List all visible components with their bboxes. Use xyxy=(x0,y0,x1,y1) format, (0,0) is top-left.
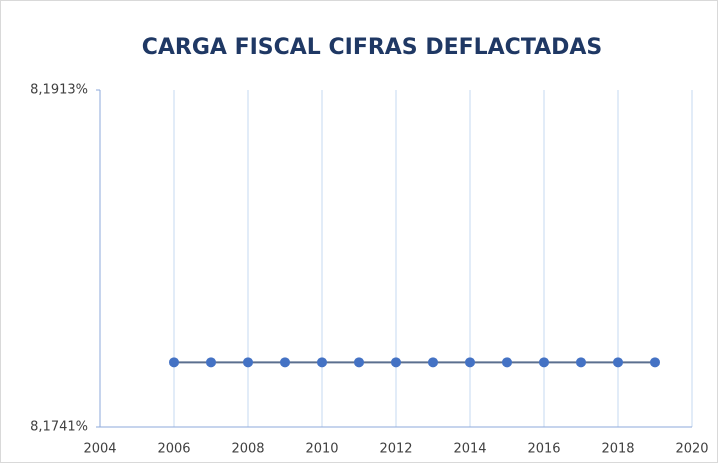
data-point xyxy=(428,357,438,368)
data-point xyxy=(465,357,475,368)
data-point xyxy=(391,357,401,368)
data-point xyxy=(576,357,586,368)
x-tick-label: 2010 xyxy=(305,442,338,457)
x-tick-label: 2008 xyxy=(231,442,264,457)
data-point xyxy=(502,357,512,368)
data-point xyxy=(206,357,216,368)
x-tick-label: 2004 xyxy=(83,442,116,457)
data-point xyxy=(650,357,660,368)
data-point xyxy=(539,357,549,368)
data-point xyxy=(317,357,327,368)
x-tick-label: 2014 xyxy=(453,442,486,457)
data-point xyxy=(280,357,290,368)
data-point xyxy=(243,357,253,368)
x-tick-label: 2012 xyxy=(379,442,412,457)
x-tick-label: 2016 xyxy=(527,442,560,457)
x-tick-label: 2006 xyxy=(157,442,190,457)
x-tick-label: 2020 xyxy=(675,442,708,457)
chart-title: CARGA FISCAL CIFRAS DEFLACTADAS xyxy=(142,35,603,60)
y-tick-label: 8,1913% xyxy=(30,83,88,98)
data-point xyxy=(354,357,364,368)
x-tick-label: 2018 xyxy=(601,442,634,457)
y-tick-label: 8,1741% xyxy=(30,420,88,435)
data-point xyxy=(613,357,623,368)
data-point xyxy=(169,357,179,368)
